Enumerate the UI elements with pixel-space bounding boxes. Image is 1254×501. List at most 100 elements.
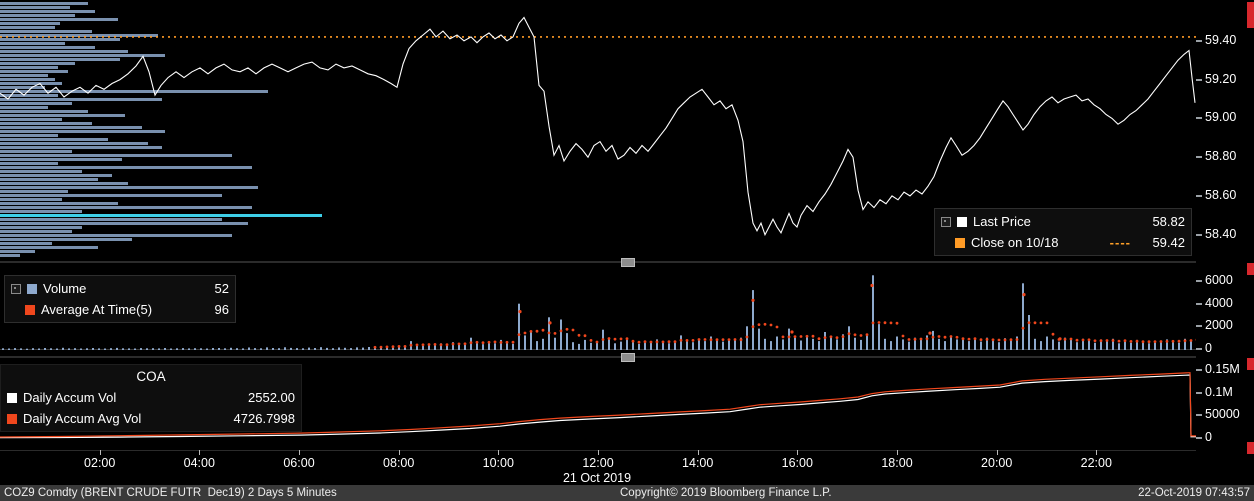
volume-bar xyxy=(632,342,634,350)
coa-legend[interactable]: COA Daily Accum Vol 2552.00 Daily Accum … xyxy=(0,364,302,432)
avg-at-time-dot xyxy=(548,321,552,325)
volume-profile-bar xyxy=(0,54,165,57)
volume-bar xyxy=(200,348,202,350)
volume-axis-tick xyxy=(1196,325,1202,328)
price-legend[interactable]: Last Price 58.82 Close on 10/18 ---- 59.… xyxy=(934,208,1192,256)
avg-at-time-dot xyxy=(745,335,749,339)
close-price-swatch xyxy=(955,237,965,248)
volume-bar xyxy=(812,338,814,350)
timestamp: 22-Oct-2019 07:43:57 xyxy=(1138,487,1250,499)
avg-at-time-dot xyxy=(1081,338,1085,342)
last-price-line xyxy=(0,16,1196,237)
avg-at-time-dot xyxy=(787,335,791,339)
volume-bar xyxy=(794,337,796,350)
time-axis-label: 02:00 xyxy=(84,456,116,470)
volume-bar xyxy=(440,343,442,350)
avg-at-time-dot xyxy=(973,337,977,341)
volume-bar xyxy=(266,347,268,350)
avg-at-time-dot xyxy=(691,339,695,342)
volume-bar xyxy=(140,348,142,350)
time-axis-tick xyxy=(797,450,799,455)
scroll-indicator-price[interactable] xyxy=(1247,2,1254,28)
avg-at-time-dot xyxy=(583,334,587,338)
avg-at-time-dot xyxy=(1039,321,1043,325)
avg-at-time-dot xyxy=(1022,293,1026,297)
volume-bar xyxy=(452,342,454,350)
avg-at-time-dot xyxy=(715,338,719,342)
volume-legend[interactable]: Volume 52 Average At Time(5) 96 xyxy=(4,275,236,323)
avg-at-time-dot xyxy=(847,332,851,336)
volume-bar xyxy=(878,324,880,350)
volume-bar xyxy=(824,332,826,350)
volume-profile-bar xyxy=(0,22,60,25)
volume-bar xyxy=(1058,341,1060,350)
avg-at-time-dot xyxy=(955,335,959,339)
avg-at-time-dot xyxy=(1021,326,1025,330)
daily-accum-avg-vol-line xyxy=(0,372,1196,438)
price-chart-panel[interactable]: Last Price 58.82 Close on 10/18 ---- 59.… xyxy=(0,0,1196,260)
volume-bar xyxy=(914,337,916,350)
volume-bar xyxy=(962,337,964,350)
volume-bar xyxy=(890,341,892,350)
avg-at-time-dot xyxy=(1033,321,1037,325)
accum-chart-svg[interactable] xyxy=(0,358,1196,450)
avg-at-time-dot xyxy=(1153,340,1157,343)
dashed-line-sample: ---- xyxy=(1109,235,1131,250)
volume-bar xyxy=(134,348,136,350)
volume-profile-bar xyxy=(0,2,88,5)
avg-at-time-dot xyxy=(1087,338,1091,342)
avg-at-time-dot xyxy=(661,340,665,344)
volume-bar xyxy=(956,339,958,350)
avg-at-time-dot xyxy=(403,345,407,348)
avg-at-time-dot xyxy=(553,332,557,335)
legend-drag-icon[interactable] xyxy=(11,283,21,294)
volume-axis-label: 2000 xyxy=(1205,318,1233,333)
volume-profile-bar xyxy=(0,246,98,249)
avg-at-time-dot xyxy=(943,335,947,339)
legend-drag-icon[interactable] xyxy=(941,216,951,227)
avg-at-time-dot xyxy=(511,340,515,344)
volume-axis-tick xyxy=(1196,302,1202,305)
volume-bar xyxy=(488,341,490,350)
volume-bar xyxy=(494,343,496,350)
volume-bar xyxy=(1112,338,1114,350)
volume-bar xyxy=(308,347,310,350)
scroll-indicator-accum[interactable] xyxy=(1247,358,1254,370)
volume-profile-bar xyxy=(0,66,58,69)
avg-at-time-dot xyxy=(790,330,794,334)
volume-bar xyxy=(596,341,598,350)
volume-bar xyxy=(908,341,910,350)
volume-value: 52 xyxy=(214,281,229,296)
avg-at-time-dot xyxy=(397,345,401,348)
volume-profile-bar xyxy=(0,242,52,245)
volume-bar xyxy=(56,348,58,350)
avg-at-time-dot xyxy=(529,330,533,333)
volume-bar xyxy=(758,328,760,350)
volume-bar xyxy=(362,347,364,350)
avg-at-time-dot xyxy=(1141,340,1145,344)
panel-divider-1-handle[interactable] xyxy=(621,258,635,267)
coa-title: COA xyxy=(136,369,166,384)
volume-bar xyxy=(392,346,394,350)
volume-bar xyxy=(188,348,190,350)
avg-at-time-dot xyxy=(493,340,497,344)
panel-divider-2-handle[interactable] xyxy=(621,353,635,362)
price-chart-svg[interactable] xyxy=(0,0,1196,260)
volume-bar xyxy=(992,339,994,350)
avg-at-time-dot xyxy=(751,325,755,329)
volume-bar xyxy=(572,342,574,350)
accum-volume-panel[interactable]: COA Daily Accum Vol 2552.00 Daily Accum … xyxy=(0,358,1196,450)
time-axis-tick xyxy=(897,450,898,455)
volume-chart-panel[interactable]: Volume 52 Average At Time(5) 96 xyxy=(0,264,1196,356)
scroll-indicator-xaxis[interactable] xyxy=(1247,442,1254,454)
scroll-indicator-volume[interactable] xyxy=(1247,263,1254,275)
avg-at-time-dot xyxy=(571,328,575,332)
avg-at-time-dot xyxy=(1003,338,1007,342)
volume-bar xyxy=(518,303,520,350)
volume-profile-bar xyxy=(0,50,128,53)
volume-profile-bar xyxy=(0,166,252,169)
volume-bar xyxy=(50,348,52,350)
volume-chart-svg[interactable] xyxy=(0,264,1196,356)
volume-bar xyxy=(848,326,850,350)
volume-bar xyxy=(98,348,100,350)
